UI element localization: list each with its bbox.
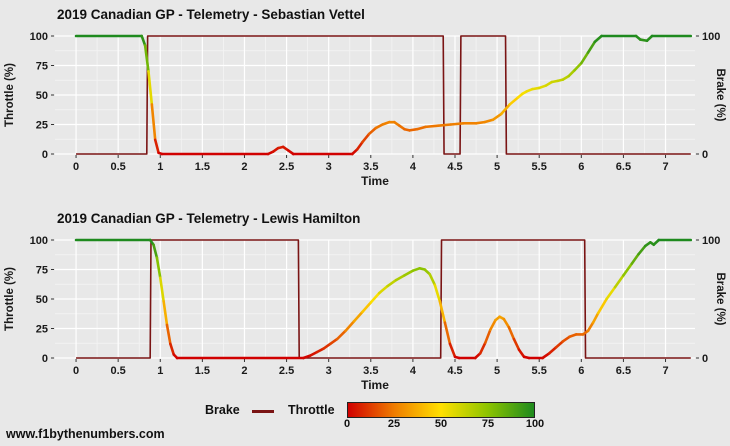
svg-text:5: 5	[494, 365, 500, 377]
svg-text:0: 0	[73, 161, 79, 173]
gradient-tick: 100	[525, 418, 545, 430]
gradient-tick: 75	[481, 418, 495, 430]
svg-text:4.5: 4.5	[447, 161, 462, 173]
svg-text:1.5: 1.5	[195, 161, 210, 173]
gradient-tick: 50	[434, 418, 448, 430]
svg-text:0.5: 0.5	[111, 365, 126, 377]
svg-text:4: 4	[410, 161, 417, 173]
svg-text:6.5: 6.5	[616, 365, 631, 377]
svg-text:0: 0	[73, 365, 79, 377]
vettel-chart-canvas: 0 0.5 1 1.5 2 2.5 3 3.5 4 4.5 5 5.5 6 6.5 7 0 25 50 75 100 0…	[4, 31, 726, 188]
hamilton-chart-title: 2019 Canadian GP - Telemetry - Lewis Ham…	[57, 211, 361, 226]
svg-text:100: 100	[30, 235, 48, 247]
svg-text:3.5: 3.5	[363, 365, 378, 377]
svg-text:100: 100	[30, 31, 48, 43]
svg-text:0: 0	[42, 353, 48, 365]
svg-text:5: 5	[494, 161, 500, 173]
svg-text:7: 7	[662, 161, 668, 173]
vettel-chart-title: 2019 Canadian GP - Telemetry - Sebastian…	[57, 7, 365, 22]
svg-text:Time: Time	[361, 378, 389, 392]
svg-text:3: 3	[326, 161, 332, 173]
svg-text:Brake (%): Brake (%)	[714, 68, 726, 121]
svg-text:0: 0	[42, 149, 48, 161]
svg-text:Throttle (%): Throttle (%)	[4, 63, 16, 127]
svg-text:1.5: 1.5	[195, 365, 210, 377]
legend: Brake Throttle 0 25 50 75 100	[0, 399, 730, 431]
svg-text:25: 25	[36, 324, 48, 336]
svg-text:5.5: 5.5	[532, 365, 547, 377]
svg-text:6.5: 6.5	[616, 161, 631, 173]
svg-text:3.5: 3.5	[363, 161, 378, 173]
svg-text:0: 0	[702, 149, 708, 161]
svg-text:75: 75	[36, 61, 48, 73]
svg-text:7: 7	[662, 365, 668, 377]
svg-text:50: 50	[36, 90, 48, 102]
svg-text:3: 3	[326, 365, 332, 377]
svg-text:2.5: 2.5	[279, 161, 294, 173]
svg-text:100: 100	[702, 235, 720, 247]
brake-line-swatch	[252, 410, 274, 413]
svg-text:4.5: 4.5	[447, 365, 462, 377]
svg-text:5.5: 5.5	[532, 161, 547, 173]
svg-text:6: 6	[578, 161, 584, 173]
svg-text:2: 2	[241, 365, 247, 377]
svg-text:2.5: 2.5	[279, 365, 294, 377]
svg-text:Time: Time	[361, 174, 389, 188]
svg-text:0: 0	[702, 353, 708, 365]
svg-text:100: 100	[702, 31, 720, 43]
svg-text:25: 25	[36, 120, 48, 132]
svg-text:2: 2	[241, 161, 247, 173]
svg-text:6: 6	[578, 365, 584, 377]
svg-text:0.5: 0.5	[111, 161, 126, 173]
svg-text:75: 75	[36, 265, 48, 277]
svg-text:1: 1	[157, 161, 163, 173]
throttle-gradient-ticks: 0 25 50 75 100	[343, 418, 544, 430]
svg-text:50: 50	[36, 294, 48, 306]
watermark-url: www.f1bythenumbers.com	[6, 427, 165, 441]
gradient-tick: 25	[387, 418, 401, 430]
svg-text:Brake (%): Brake (%)	[714, 272, 726, 325]
gradient-tick: 0	[343, 418, 351, 430]
svg-text:Throttle (%): Throttle (%)	[4, 267, 16, 331]
hamilton-chart-canvas: 0 0.5 1 1.5 2 2.5 3 3.5 4 4.5 5 5.5 6 6.5 7 0 25 50 75 100 0…	[4, 235, 726, 392]
legend-throttle-label: Throttle	[288, 403, 335, 417]
svg-text:1: 1	[157, 365, 163, 377]
svg-text:4: 4	[410, 365, 417, 377]
throttle-gradient-bar	[347, 402, 535, 418]
legend-brake-label: Brake	[205, 403, 240, 417]
